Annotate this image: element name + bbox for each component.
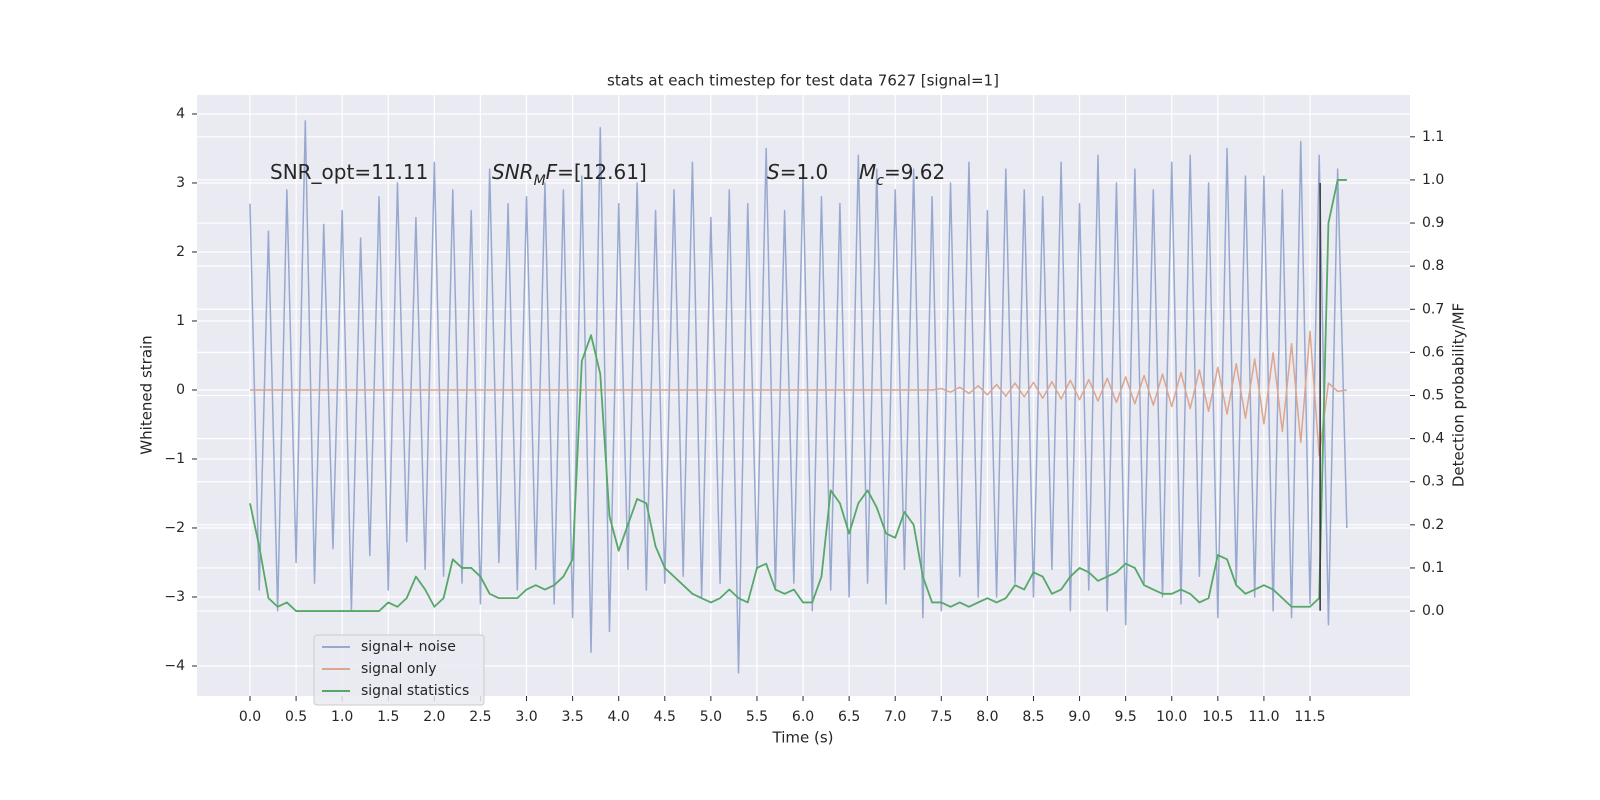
y2-tick-label: 0.4 xyxy=(1422,431,1444,447)
y2-tick-label: 0.8 xyxy=(1422,258,1444,274)
annotation: Mc=9.62 xyxy=(859,160,945,190)
legend-label: signal+ noise xyxy=(361,639,456,655)
y2-tick-label: 0.1 xyxy=(1422,560,1444,576)
y-tick-label: −3 xyxy=(164,589,185,605)
y2-tick-label: 0.5 xyxy=(1422,388,1444,404)
x-tick-label: 8.5 xyxy=(1022,709,1044,725)
x-axis-label: Time (s) xyxy=(772,729,834,747)
annotation-part: c xyxy=(876,173,884,189)
y2-tick-label: 0.0 xyxy=(1422,603,1444,619)
x-tick-label: 7.5 xyxy=(930,709,952,725)
annotation-part: =9.62 xyxy=(884,160,945,184)
y-tick-label: −2 xyxy=(164,520,185,536)
x-tick-label: 1.0 xyxy=(331,709,353,725)
chart-title: stats at each timestep for test data 762… xyxy=(607,72,999,90)
y-tick-label: 4 xyxy=(176,106,185,122)
x-tick-label: 5.0 xyxy=(700,709,722,725)
annotation-part: M xyxy=(859,160,876,184)
x-tick-label: 9.0 xyxy=(1068,709,1090,725)
x-tick-label: 11.0 xyxy=(1248,709,1279,725)
y-axis-label: Whitened strain xyxy=(138,335,156,454)
annotation-part: =[12.61] xyxy=(557,160,647,184)
legend-label: signal only xyxy=(361,661,436,677)
annotation: SNRMF=[12.61] xyxy=(492,160,647,190)
annotation-part: SNR xyxy=(492,160,534,184)
x-tick-label: 0.5 xyxy=(285,709,307,725)
y2-tick-label: 1.0 xyxy=(1422,172,1444,188)
x-tick-label: 2.0 xyxy=(423,709,445,725)
series-line xyxy=(250,330,1347,457)
annotation: SNR_opt=11.11 xyxy=(270,160,428,184)
x-tick-label: 1.5 xyxy=(377,709,399,725)
x-tick-label: 3.0 xyxy=(515,709,537,725)
y2-tick-label: 0.7 xyxy=(1422,301,1444,317)
y-tick-label: 2 xyxy=(176,244,185,260)
y2-tick-label: 0.2 xyxy=(1422,517,1444,533)
y-tick-label: 0 xyxy=(176,382,185,398)
x-tick-label: 0.0 xyxy=(239,709,261,725)
x-tick-label: 7.0 xyxy=(884,709,906,725)
annotation: S=1.0 xyxy=(767,160,828,184)
x-tick-label: 10.0 xyxy=(1156,709,1187,725)
y-tick-label: 1 xyxy=(176,313,185,329)
y2-tick-label: 0.6 xyxy=(1422,344,1444,360)
x-tick-label: 3.5 xyxy=(561,709,583,725)
x-tick-label: 11.5 xyxy=(1294,709,1325,725)
y-tick-label: −1 xyxy=(164,451,185,467)
x-tick-label: 4.5 xyxy=(654,709,676,725)
annotation-part: S xyxy=(767,160,780,184)
y2-tick-label: 1.1 xyxy=(1422,129,1444,145)
annotation-part: SNR_opt=11.11 xyxy=(270,160,428,184)
x-tick-label: 6.0 xyxy=(792,709,814,725)
annotation-part: =1.0 xyxy=(780,160,829,184)
x-tick-label: 10.5 xyxy=(1202,709,1233,725)
x-tick-label: 9.5 xyxy=(1115,709,1137,725)
y-tick-label: −4 xyxy=(164,658,185,674)
legend-box xyxy=(313,634,485,706)
annotation-part: F xyxy=(546,160,558,184)
x-tick-label: 4.0 xyxy=(608,709,630,725)
y2-tick-label: 0.3 xyxy=(1422,474,1444,490)
x-tick-label: 8.0 xyxy=(976,709,998,725)
y2-axis-label: Detection probability/MF xyxy=(1450,303,1468,487)
x-tick-label: 5.5 xyxy=(746,709,768,725)
series-line xyxy=(249,120,1348,674)
series-line xyxy=(249,179,1347,612)
y-tick-label: 3 xyxy=(176,175,185,191)
x-tick-label: 2.5 xyxy=(469,709,491,725)
legend-label: signal statistics xyxy=(361,683,469,699)
annotation-part: M xyxy=(534,173,546,189)
x-tick-label: 6.5 xyxy=(838,709,860,725)
y2-tick-label: 0.9 xyxy=(1422,215,1444,231)
